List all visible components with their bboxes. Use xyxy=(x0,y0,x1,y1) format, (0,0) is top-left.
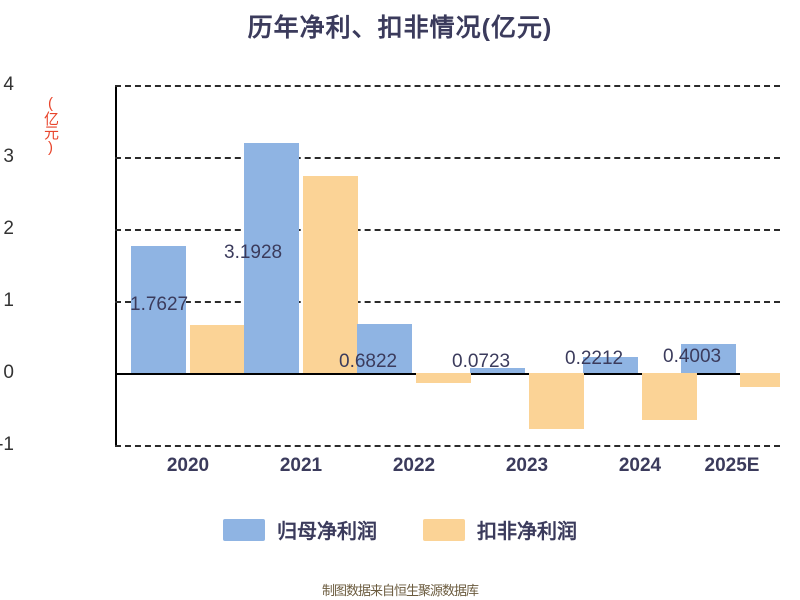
chart-title: 历年净利、扣非情况(亿元) xyxy=(247,14,553,42)
legend-swatch-net-profit xyxy=(223,518,265,541)
bar-2023-deducted-profit xyxy=(529,373,584,429)
gridline-minus1 xyxy=(115,445,780,447)
bar-2020-deducted-profit xyxy=(190,325,245,373)
y-tick-1: 1 xyxy=(3,290,14,311)
y-tick-minus1: -1 xyxy=(0,434,14,455)
bar-2022-net-profit xyxy=(357,324,412,373)
y-tick-0: 0 xyxy=(3,362,14,383)
legend-item-net-profit[interactable]: 归母净利润 xyxy=(223,515,377,544)
bar-2023-net-profit xyxy=(470,368,525,373)
gridline-3 xyxy=(115,157,780,159)
x-tick-2025E: 2025E xyxy=(704,455,760,476)
chart-source-text: 制图数据来自恒生聚源数据库 xyxy=(321,583,479,598)
bar-2025E-net-profit xyxy=(681,344,736,373)
y-tick-2: 2 xyxy=(3,218,14,239)
legend-item-deducted-profit[interactable]: 扣非净利润 xyxy=(423,515,577,544)
bar-2021-net-profit xyxy=(244,143,299,373)
bar-2021-deducted-profit xyxy=(303,176,358,373)
chart-legend: 归母净利润 扣非净利润 xyxy=(0,515,800,544)
bar-label-2023-net-profit: 0.0723 xyxy=(452,351,511,372)
y-axis-label: (亿元) xyxy=(42,95,59,155)
bar-label-2024-net-profit: 0.2212 xyxy=(565,348,624,369)
bar-2024-deducted-profit xyxy=(642,373,697,420)
bar-label-2025E-net-profit: 0.4003 xyxy=(663,346,722,367)
gridline-4 xyxy=(115,85,780,87)
x-tick-2022: 2022 xyxy=(392,455,436,476)
bar-2025E-deducted-profit xyxy=(740,373,780,387)
x-tick-2021: 2021 xyxy=(279,455,323,476)
x-tick-2020: 2020 xyxy=(166,455,210,476)
bar-label-2021-net-profit: 3.1928 xyxy=(224,242,283,263)
chart-source-note: 制图数据来自恒生聚源数据库 xyxy=(0,580,800,599)
x-tick-2024: 2024 xyxy=(618,455,662,476)
bar-2024-net-profit xyxy=(583,357,638,373)
legend-swatch-deducted-profit xyxy=(423,518,465,541)
legend-label-net-profit: 归母净利润 xyxy=(277,521,377,543)
gridline-1 xyxy=(115,301,780,303)
bar-2022-deducted-profit xyxy=(416,373,471,383)
legend-label-deducted-profit: 扣非净利润 xyxy=(477,521,577,543)
y-tick-3: 3 xyxy=(3,146,14,167)
y-axis-line xyxy=(115,85,117,445)
gridline-2 xyxy=(115,229,780,231)
x-tick-2023: 2023 xyxy=(505,455,549,476)
y-tick-4: 4 xyxy=(3,74,14,95)
bar-label-2020-net-profit: 1.7627 xyxy=(130,294,189,315)
bar-2020-net-profit xyxy=(131,246,186,373)
bar-label-2022-net-profit: 0.6822 xyxy=(339,351,398,372)
